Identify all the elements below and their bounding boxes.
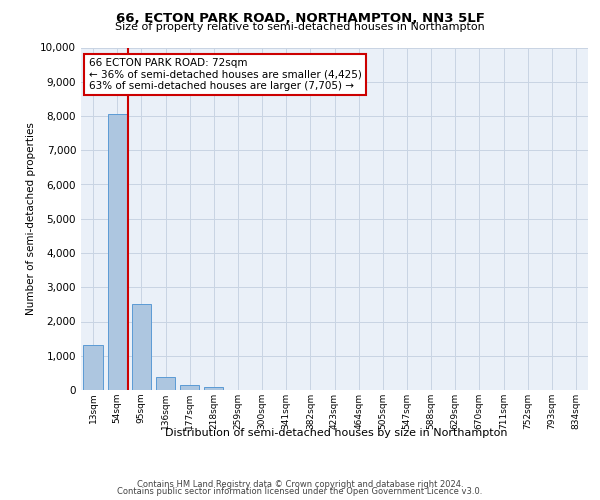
Y-axis label: Number of semi-detached properties: Number of semi-detached properties <box>26 122 36 315</box>
Text: Contains public sector information licensed under the Open Government Licence v3: Contains public sector information licen… <box>118 487 482 496</box>
Bar <box>107 114 127 390</box>
Text: 66, ECTON PARK ROAD, NORTHAMPTON, NN3 5LF: 66, ECTON PARK ROAD, NORTHAMPTON, NN3 5L… <box>116 12 484 26</box>
Text: Size of property relative to semi-detached houses in Northampton: Size of property relative to semi-detach… <box>115 22 485 32</box>
Bar <box>132 304 151 390</box>
Text: Distribution of semi-detached houses by size in Northampton: Distribution of semi-detached houses by … <box>165 428 507 438</box>
Text: 66 ECTON PARK ROAD: 72sqm
← 36% of semi-detached houses are smaller (4,425)
63% : 66 ECTON PARK ROAD: 72sqm ← 36% of semi-… <box>89 58 361 91</box>
Bar <box>180 385 199 390</box>
Bar <box>83 346 103 390</box>
Text: Contains HM Land Registry data © Crown copyright and database right 2024.: Contains HM Land Registry data © Crown c… <box>137 480 463 489</box>
Bar <box>156 377 175 390</box>
Bar <box>204 386 223 390</box>
